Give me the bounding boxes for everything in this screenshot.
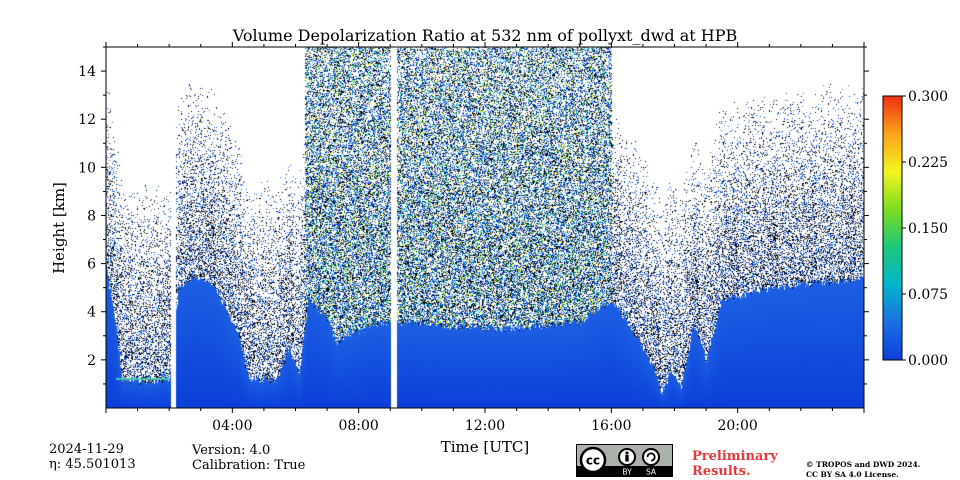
- y-tick-label: 2: [87, 353, 96, 369]
- cc-label: cc: [586, 454, 600, 468]
- y-tick-label: 12: [78, 112, 96, 128]
- x-axis-label: Time [UTC]: [441, 438, 530, 456]
- license-text: CC BY SA 4.0 License.: [806, 470, 899, 479]
- copyright-text: © TROPOS and DWD 2024.: [806, 460, 921, 469]
- x-tick-label: 16:00: [591, 418, 631, 434]
- heatmap-image: [106, 47, 864, 408]
- x-axis: 04:00 08:00 12:00 16:00 20:00: [105, 42, 865, 434]
- results-label: Results.: [692, 464, 751, 479]
- footer-date: 2024-11-29: [49, 442, 124, 457]
- footer-eta: η: 45.501013: [49, 457, 136, 472]
- colorbar-tick-label: 0.075: [908, 287, 948, 303]
- colorbar-tick-label: 0.300: [908, 89, 948, 105]
- x-tick-label: 12:00: [465, 418, 505, 434]
- colorbar-axis: 0.000 0.075 0.150 0.225 0.300: [902, 89, 948, 369]
- colorbar-tick-label: 0.150: [908, 221, 948, 237]
- footer-calibration: Calibration: True: [192, 458, 306, 473]
- x-tick-label: 04:00: [212, 418, 252, 434]
- x-tick-label: 20:00: [717, 418, 757, 434]
- plot-area: [106, 47, 864, 408]
- y-tick-label: 10: [78, 160, 96, 176]
- y-axis: 2 4 6 8 10 12 14: [78, 46, 869, 385]
- colorbar-tick-label: 0.000: [908, 353, 948, 369]
- y-tick-label: 4: [87, 305, 96, 321]
- colorbar: [882, 95, 903, 361]
- preliminary-label: Preliminary: [692, 449, 778, 464]
- by-label: BY: [622, 468, 632, 477]
- y-axis-label: Height [km]: [50, 182, 68, 274]
- footer-version: Version: 4.0: [192, 443, 271, 458]
- y-tick-label: 8: [87, 208, 96, 224]
- colorbar-tick-label: 0.225: [908, 155, 948, 171]
- cc-by-sa-icon: cc BY SA: [576, 444, 673, 477]
- y-tick-label: 6: [87, 257, 96, 273]
- sa-label: SA: [646, 468, 657, 477]
- chart-title: Volume Depolarization Ratio at 532 nm of…: [232, 26, 738, 45]
- x-tick-label: 08:00: [338, 418, 378, 434]
- y-tick-label: 14: [78, 64, 96, 80]
